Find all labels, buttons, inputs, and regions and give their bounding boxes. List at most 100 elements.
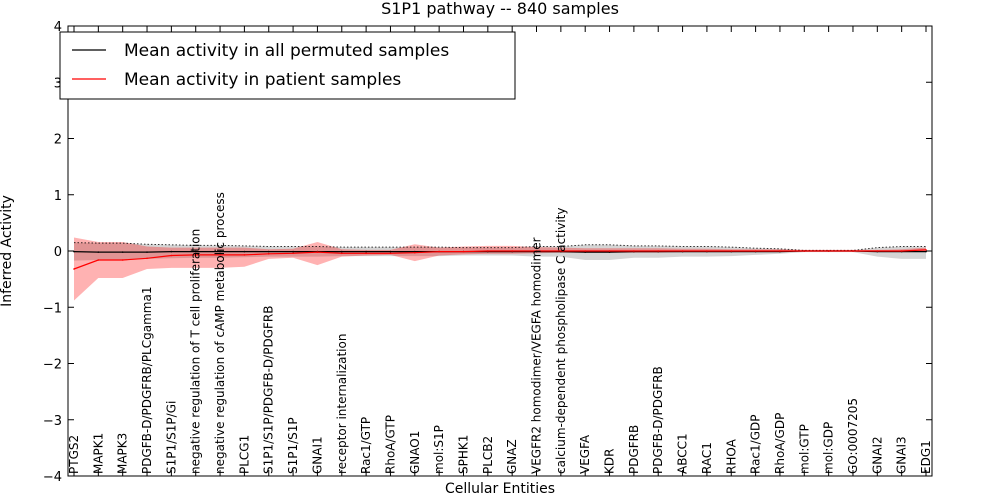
x-tick-label-rhoa-gdp: RhoA/GDP — [773, 413, 787, 474]
x-tick-label-plcg1: PLCG1 — [237, 435, 251, 474]
legend-box — [59, 31, 516, 100]
y-tick-label: 2 — [54, 133, 62, 148]
x-tick-label-gnai2: GNAI2 — [870, 436, 884, 474]
point-mean-activity-in-all-permuted-samples-negative-regulation-of-camp-metabolic-process — [219, 250, 221, 253]
point-mean-activity-in-patient-samples-receptor-internalization — [341, 252, 343, 255]
y-tick-label: −2 — [43, 358, 62, 373]
point-mean-activity-in-patient-samples-negative-regulation-of-t-cell-proliferation — [194, 254, 197, 256]
point-mean-activity-in-patient-samples-s1p1-s1p-gi — [170, 254, 173, 257]
point-mean-activity-in-all-permuted-samples-s1p1-s1p-pdgfb-d-pdgfrb — [267, 250, 270, 253]
x-tick-label-rhoa-gtp: RhoA/GTP — [384, 415, 398, 474]
x-tick-label-gnai1: GNAI1 — [310, 436, 324, 474]
point-mean-activity-in-all-permuted-samples-kdr — [608, 251, 611, 253]
point-mean-activity-in-patient-samples-pdgfb-d-pdgfrb-plcgamma1 — [146, 257, 148, 260]
point-mean-activity-in-patient-samples-vegfa — [584, 250, 586, 252]
y-tick-label: 0 — [54, 245, 62, 260]
x-tick-label-sphk1: SPHK1 — [457, 435, 471, 474]
x-tick-label-gnaz: GNAZ — [505, 439, 519, 474]
x-tick-label-negative-regulation-of-t-cell-proliferation: negative regulation of T cell proliferat… — [189, 229, 203, 474]
point-mean-activity-in-patient-samples-rhoa — [730, 250, 733, 252]
point-mean-activity-in-all-permuted-samples-rac1-gtp — [365, 250, 367, 253]
point-mean-activity-in-patient-samples-gnai1 — [316, 251, 319, 253]
point-mean-activity-in-all-permuted-samples-plcg1 — [243, 250, 246, 253]
x-tick-label-gnai3: GNAI3 — [895, 436, 909, 474]
point-mean-activity-in-patient-samples-mapk1 — [97, 259, 100, 261]
y-tick-label: −1 — [43, 301, 62, 316]
point-mean-activity-in-all-permuted-samples-vegfa — [584, 251, 586, 253]
y-tick-label: −3 — [43, 414, 62, 429]
point-mean-activity-in-patient-samples-plcg1 — [243, 254, 246, 256]
x-tick-label-mol-s1p: mol:S1P — [432, 425, 446, 474]
x-tick-label-negative-regulation-of-camp-metabolic-process: negative regulation of cAMP metabolic pr… — [213, 192, 227, 474]
x-axis-label: Cellular Entities — [445, 481, 555, 497]
x-tick-label-kdr: KDR — [603, 449, 617, 474]
x-tick-label-rac1-gtp: Rac1/GTP — [359, 417, 373, 474]
chart-title: S1P1 pathway -- 840 samples — [381, 0, 619, 18]
point-mean-activity-in-patient-samples-s1p1-s1p — [292, 252, 294, 255]
y-tick-label: 1 — [54, 189, 62, 204]
point-mean-activity-in-patient-samples-calcium-dependent-phospholipase-c-activity — [560, 250, 562, 252]
y-axis-label: Inferred Activity — [0, 195, 15, 307]
point-mean-activity-in-all-permuted-samples-negative-regulation-of-t-cell-proliferation — [194, 250, 197, 253]
point-mean-activity-in-patient-samples-abcc1 — [681, 250, 684, 252]
point-mean-activity-in-patient-samples-pdgfb-d-pdgfrb — [657, 250, 659, 252]
point-mean-activity-in-patient-samples-s1p1-s1p-pdgfb-d-pdgfrb — [267, 253, 270, 255]
point-mean-activity-in-patient-samples-plcb2 — [487, 250, 489, 252]
point-mean-activity-in-patient-samples-edg1 — [925, 249, 927, 251]
point-mean-activity-in-patient-samples-gnaz — [511, 250, 513, 252]
point-mean-activity-in-all-permuted-samples-rhoa-gtp — [389, 250, 392, 253]
point-mean-activity-in-patient-samples-kdr — [608, 250, 611, 252]
point-mean-activity-in-patient-samples-rac1-gdp — [754, 250, 757, 252]
x-tick-label-s1p1-s1p: S1P1/S1P — [286, 417, 300, 474]
legend-label-patient: Mean activity in patient samples — [124, 70, 401, 90]
point-mean-activity-in-all-permuted-samples-mapk1 — [97, 251, 100, 253]
series-lines — [73, 242, 927, 270]
y-tick-label: −4 — [43, 470, 62, 485]
point-mean-activity-in-patient-samples-mol-s1p — [438, 250, 440, 253]
x-tick-label-receptor-internalization: receptor internalization — [335, 334, 349, 474]
x-tick-label-vegfa: VEGFA — [578, 434, 592, 474]
x-tick-label-gnao1: GNAO1 — [408, 431, 422, 474]
point-mean-activity-in-patient-samples-gnai2 — [876, 250, 879, 252]
x-tick-label-rac1: RAC1 — [700, 442, 714, 474]
point-mean-activity-in-patient-samples-pdgfrb — [633, 250, 635, 252]
x-tick-label-pdgfrb: PDGFRB — [627, 425, 641, 474]
x-tick-label-ptgs2: PTGS2 — [67, 435, 81, 474]
x-tick-label-rhoa: RHOA — [724, 438, 738, 474]
x-tick-label-calcium-dependent-phospholipase-c-activity: calcium-dependent phospholipase C activi… — [554, 208, 568, 474]
legend: Mean activity in all permuted samples Me… — [59, 31, 516, 100]
point-mean-activity-in-patient-samples-rac1 — [706, 250, 708, 252]
point-mean-activity-in-patient-samples-mol-gdp — [827, 250, 830, 252]
x-tick-label-rac1-gdp: Rac1/GDP — [749, 415, 763, 474]
point-mean-activity-in-all-permuted-samples-pdgfb-d-pdgfrb-plcgamma1 — [146, 251, 148, 253]
point-mean-activity-in-patient-samples-rhoa-gdp — [779, 250, 781, 252]
point-mean-activity-in-patient-samples-gnao1 — [414, 251, 416, 254]
x-tick-label-mol-gtp: mol:GTP — [797, 424, 811, 474]
y-axis: −4 −3 −2 −1 0 1 2 3 4 — [43, 20, 932, 485]
point-mean-activity-in-all-permuted-samples-s1p1-s1p-gi — [170, 250, 173, 253]
point-mean-activity-in-patient-samples-go-0007205 — [852, 250, 854, 252]
x-tick-label-vegfr2-homodimer-vegfa-homodimer: VEGFR2 homodimer/VEGFA homodimer — [530, 237, 544, 474]
x-tick-label-mol-gdp: mol:GDP — [822, 422, 836, 474]
point-mean-activity-in-all-permuted-samples-s1p1-s1p — [292, 250, 294, 253]
point-mean-activity-in-patient-samples-rhoa-gtp — [389, 252, 392, 255]
x-tick-label-s1p1-s1p-gi: S1P1/S1P/Gi — [164, 401, 178, 474]
x-tick-label-abcc1: ABCC1 — [676, 433, 690, 474]
x-tick-label-mapk1: MAPK1 — [91, 433, 105, 474]
point-mean-activity-in-all-permuted-samples-gnao1 — [414, 250, 416, 253]
x-tick-label-edg1: EDG1 — [919, 440, 933, 474]
point-mean-activity-in-patient-samples-rac1-gtp — [365, 252, 367, 255]
line-mean-activity-in-patient-samples — [73, 249, 927, 270]
point-mean-activity-in-all-permuted-samples-mapk3 — [121, 251, 124, 253]
x-tick-label-mapk3: MAPK3 — [116, 433, 130, 474]
x-tick-label-pdgfb-d-pdgfrb: PDGFB-D/PDGFRB — [651, 366, 665, 474]
x-axis: PTGS2 MAPK1 MAPK3 PDGFB-D/PDGFRB/PLCgamma1 S… — [67, 26, 933, 476]
point-mean-activity-in-all-permuted-samples-receptor-internalization — [341, 250, 343, 253]
x-tick-label-pdgfb-d-pdgfrb-plcgamma1: PDGFB-D/PDGFRB/PLCgamma1 — [140, 287, 154, 474]
legend-label-permuted: Mean activity in all permuted samples — [124, 41, 449, 61]
point-mean-activity-in-patient-samples-negative-regulation-of-camp-metabolic-process — [219, 254, 221, 256]
point-mean-activity-in-patient-samples-mapk3 — [121, 259, 124, 261]
point-mean-activity-in-patient-samples-gnai3 — [900, 250, 903, 252]
x-tick-label-s1p1-s1p-pdgfb-d-pdgfrb: S1P1/S1P/PDGFB-D/PDGFRB — [262, 306, 276, 474]
